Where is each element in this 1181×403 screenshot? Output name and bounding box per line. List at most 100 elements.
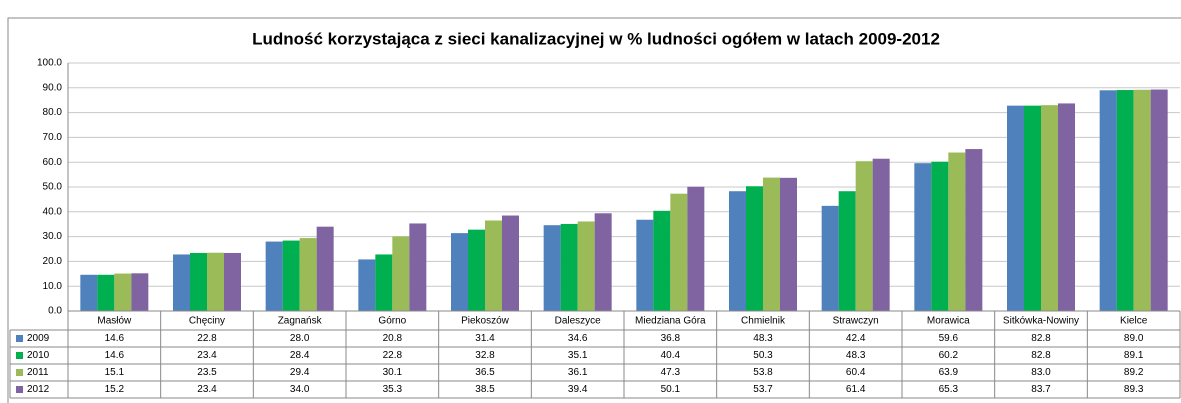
x-tick-label: Strawczyn (833, 316, 879, 327)
x-tick-label: Daleszyce (555, 316, 602, 327)
x-tick-label: Morawica (927, 316, 970, 327)
data-label: 15.2 (105, 384, 125, 395)
data-label: 60.2 (939, 350, 959, 361)
data-label: 47.3 (661, 367, 681, 378)
data-label: 31.4 (475, 333, 495, 344)
data-label: 65.3 (939, 384, 959, 395)
data-label: 34.0 (290, 384, 310, 395)
data-label: 53.8 (753, 367, 773, 378)
bar (838, 191, 856, 311)
y-tick-label: 30.0 (43, 231, 63, 242)
y-tick-label: 40.0 (43, 206, 63, 217)
x-tick-label: Górno (378, 316, 406, 327)
y-tick-label: 90.0 (43, 82, 63, 93)
bar (502, 215, 519, 311)
bar (577, 221, 595, 311)
bar (1116, 90, 1134, 311)
data-label: 83.0 (1031, 367, 1051, 378)
bar (282, 240, 300, 311)
data-label: 59.6 (939, 333, 959, 344)
legend-swatch (16, 386, 23, 393)
y-tick-label: 10.0 (43, 281, 63, 292)
bar (872, 158, 890, 311)
data-label: 30.1 (383, 367, 403, 378)
legend-label: 2011 (27, 367, 49, 378)
bar (265, 241, 283, 311)
chart-title: Ludność korzystająca z sieci kanalizacyj… (252, 29, 940, 48)
data-label: 42.4 (846, 333, 866, 344)
bar (485, 220, 502, 311)
bar (358, 259, 376, 311)
legend-label: 2012 (27, 384, 50, 395)
data-label: 23.4 (197, 384, 217, 395)
bar (224, 252, 241, 311)
bar (931, 161, 949, 311)
y-tick-label: 20.0 (43, 256, 63, 267)
data-label: 15.1 (105, 367, 125, 378)
data-label: 40.4 (661, 350, 681, 361)
data-label: 83.7 (1031, 384, 1051, 395)
data-label: 89.2 (1124, 367, 1144, 378)
bar (763, 177, 780, 311)
bar (746, 186, 763, 311)
data-label: 28.0 (290, 333, 310, 344)
data-label: 14.6 (105, 350, 125, 361)
data-label: 29.4 (290, 367, 310, 378)
data-label: 35.3 (383, 384, 403, 395)
data-label: 48.3 (753, 333, 773, 344)
y-tick-label: 60.0 (43, 157, 63, 168)
x-tick-label: Sitkówka-Nowiny (1003, 316, 1079, 327)
data-label: 82.8 (1031, 350, 1051, 361)
data-label: 22.8 (383, 350, 403, 361)
x-tick-label: Zagnańsk (278, 316, 323, 327)
data-label: 53.7 (753, 384, 773, 395)
data-label: 50.3 (753, 350, 773, 361)
bar (468, 229, 485, 311)
bar (1041, 105, 1058, 311)
bar (855, 161, 873, 311)
bar (965, 149, 983, 311)
data-label: 36.1 (568, 367, 588, 378)
bar (1024, 105, 1041, 311)
bar (1099, 90, 1117, 311)
bar (409, 223, 427, 311)
bar (1133, 89, 1151, 311)
bar (653, 210, 671, 311)
data-label: 89.3 (1124, 384, 1144, 395)
data-label: 38.5 (475, 384, 495, 395)
data-label: 61.4 (846, 384, 866, 395)
bar (543, 225, 561, 311)
legend-swatch (16, 335, 23, 342)
data-label: 34.6 (568, 333, 588, 344)
bar (392, 236, 410, 311)
bar (729, 191, 746, 311)
x-tick-label: Chęciny (189, 316, 225, 327)
data-label: 14.6 (105, 333, 125, 344)
data-label: 23.4 (197, 350, 217, 361)
bar (1058, 103, 1075, 311)
data-label: 20.8 (383, 333, 403, 344)
data-label: 23.5 (197, 367, 217, 378)
bar (914, 163, 932, 311)
y-tick-label: 0.0 (48, 306, 62, 317)
bar (560, 223, 578, 311)
data-label: 28.4 (290, 350, 310, 361)
bar (636, 219, 654, 311)
bar (948, 152, 966, 311)
y-tick-label: 50.0 (43, 182, 63, 193)
data-label: 89.1 (1124, 350, 1144, 361)
bar (173, 254, 190, 311)
bar (299, 238, 317, 311)
x-tick-label: Miedziana Góra (635, 316, 706, 327)
bar (207, 252, 224, 311)
data-label: 36.8 (661, 333, 681, 344)
data-label: 50.1 (661, 384, 681, 395)
legend-swatch (16, 369, 23, 376)
bar (1150, 89, 1168, 311)
legend-swatch (16, 352, 23, 359)
bar (114, 273, 132, 311)
legend-label: 2009 (27, 333, 50, 344)
data-label: 60.4 (846, 367, 866, 378)
x-tick-label: Kielce (1120, 316, 1148, 327)
